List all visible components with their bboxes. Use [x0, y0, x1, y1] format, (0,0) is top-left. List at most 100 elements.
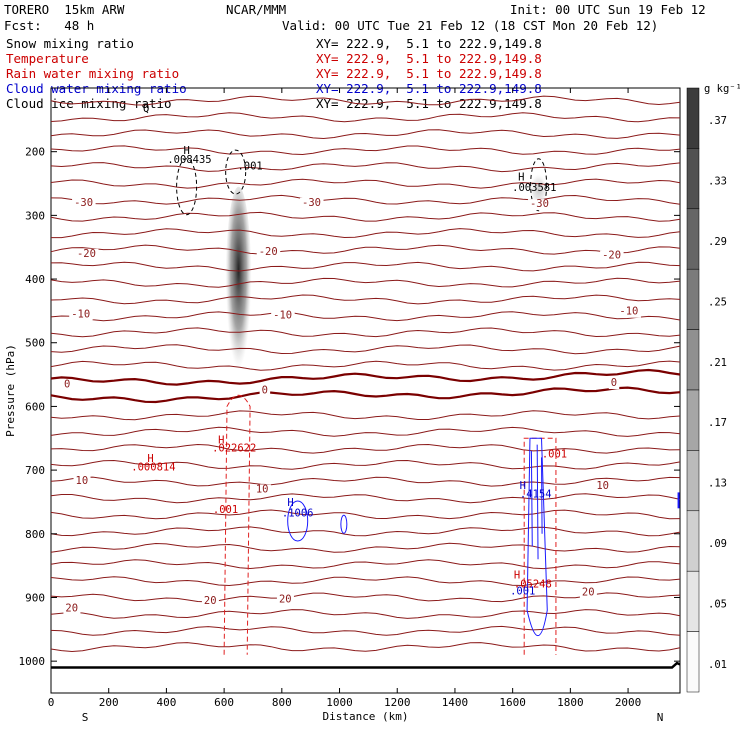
- temperature-isotherm: [50, 410, 681, 421]
- temperature-label-bg: [72, 197, 96, 209]
- y-axis-label: Pressure (hPa): [4, 344, 17, 437]
- field-xy-rain: XY= 222.9, 5.1 to 222.9,149.8: [316, 66, 542, 81]
- temperature-isotherm: [50, 178, 681, 189]
- extremum-label: .008435: [167, 154, 211, 166]
- temperature-label: -20: [602, 250, 621, 262]
- extremum-label: Q: [143, 103, 149, 115]
- y-tick-label: 300: [25, 209, 45, 222]
- institution-label: NCAR/MMM: [226, 2, 287, 17]
- temperature-label: 0: [262, 385, 268, 397]
- extremum-label: .003581: [512, 182, 556, 194]
- rain-water-contour: [223, 394, 251, 655]
- extremum-label: H: [514, 569, 520, 581]
- init-time: Init: 00 UTC Sun 19 Feb 12: [510, 2, 706, 17]
- temperature-isotherm: [50, 542, 681, 553]
- temperature-label: -30: [302, 197, 321, 209]
- temperature-label-bg: [201, 595, 219, 607]
- temperature-label: -30: [530, 198, 549, 210]
- colorbar-segment: [686, 631, 700, 693]
- extremum-label: .1006: [282, 508, 314, 520]
- temperature-label: -20: [259, 246, 278, 258]
- y-tick-label: 200: [25, 146, 45, 159]
- north-end-label: N: [657, 711, 664, 724]
- temperature-isotherm: [50, 162, 681, 173]
- colorbar-segment: [686, 208, 700, 270]
- temperature-label: 20: [65, 602, 78, 614]
- temperature-label-bg: [276, 594, 294, 606]
- temperature-isotherm: [50, 459, 681, 470]
- temperature-label: -30: [74, 197, 93, 209]
- extremum-label: .4154: [520, 488, 552, 500]
- temperature-label-bg: [256, 246, 281, 258]
- colorbar-tick-label: .13: [708, 478, 727, 490]
- temperature-label-bg: [73, 476, 91, 488]
- temperature-isotherm: [50, 592, 681, 603]
- temperature-isotherm: [51, 228, 681, 239]
- colorbar-unit: g kg⁻¹: [704, 83, 740, 95]
- field-name-temperature: Temperature: [6, 51, 89, 66]
- temperature-isotherm: [50, 294, 681, 305]
- colorbar-segment: [686, 450, 700, 512]
- temperature-label: 10: [76, 475, 89, 487]
- temperature-label-bg: [74, 248, 99, 260]
- extremum-label: .001: [213, 504, 238, 516]
- colorbar-tick-label: .17: [708, 417, 727, 429]
- temperature-label: -10: [71, 308, 90, 320]
- y-tick-label: 800: [25, 528, 45, 541]
- extremum-label: .001: [542, 448, 567, 460]
- extremum-label: H: [147, 453, 153, 465]
- extremum-label: H: [218, 434, 224, 446]
- temperature-isotherm: [50, 244, 681, 255]
- freezing-level-isotherm: [50, 368, 681, 386]
- x-tick-label: 400: [156, 696, 176, 709]
- temperature-label-bg: [300, 197, 324, 209]
- extremum-label: .022622: [212, 443, 256, 455]
- x-tick-label: 1800: [557, 696, 584, 709]
- cloud-water-contour-inner: [530, 444, 543, 560]
- temperature-label-bg: [617, 306, 641, 318]
- x-tick-label: 2000: [615, 696, 642, 709]
- temperature-label: -20: [77, 248, 96, 260]
- temperature-isotherm: [50, 576, 681, 587]
- y-tick-label: 400: [25, 273, 45, 286]
- colorbar-tick-label: .29: [708, 236, 727, 248]
- colorbar-tick-label: .37: [708, 115, 727, 127]
- colorbar-tick-label: .21: [708, 357, 727, 369]
- x-tick-label: 1400: [442, 696, 469, 709]
- colorbar-segment: [686, 510, 700, 572]
- y-tick-label: 700: [25, 464, 45, 477]
- snow-column-shading: [225, 186, 252, 385]
- field-name-snow: Snow mixing ratio: [6, 36, 134, 51]
- temperature-isotherm: [50, 642, 681, 653]
- x-tick-label: 600: [214, 696, 234, 709]
- temperature-isotherm: [50, 609, 681, 619]
- temperature-label: 20: [582, 587, 595, 599]
- temperature-isotherm: [50, 360, 681, 371]
- temperature-isotherm: [50, 129, 681, 140]
- y-tick-label: 1000: [19, 655, 46, 668]
- extremum-label: .05248: [514, 578, 552, 590]
- extremum-label: .000814: [131, 462, 175, 474]
- temperature-label-bg: [259, 385, 271, 397]
- x-tick-label: 1200: [384, 696, 411, 709]
- temperature-label-bg: [608, 378, 620, 390]
- colorbar-tick-label: .33: [708, 176, 727, 188]
- snow-column-shading: [529, 173, 548, 206]
- temperature-label: 0: [611, 377, 617, 389]
- colorbar-tick-label: .09: [708, 538, 727, 550]
- x-tick-label: 800: [272, 696, 292, 709]
- colorbar-segment: [686, 268, 700, 330]
- field-name-rain: Rain water mixing ratio: [6, 66, 180, 81]
- plot-frame: [50, 87, 681, 694]
- freezing-level-isotherm: [50, 386, 681, 404]
- colorbar-segment: [686, 148, 700, 210]
- extremum-label: .001: [510, 585, 535, 597]
- cloud-ice-contour: [176, 158, 198, 216]
- model-title: TORERO 15km ARW: [4, 2, 125, 17]
- x-tick-label: 200: [99, 696, 119, 709]
- temperature-label-bg: [527, 199, 552, 211]
- temperature-label: 0: [64, 378, 70, 390]
- y-tick-label: 600: [25, 400, 45, 413]
- temperature-isotherm: [50, 625, 681, 636]
